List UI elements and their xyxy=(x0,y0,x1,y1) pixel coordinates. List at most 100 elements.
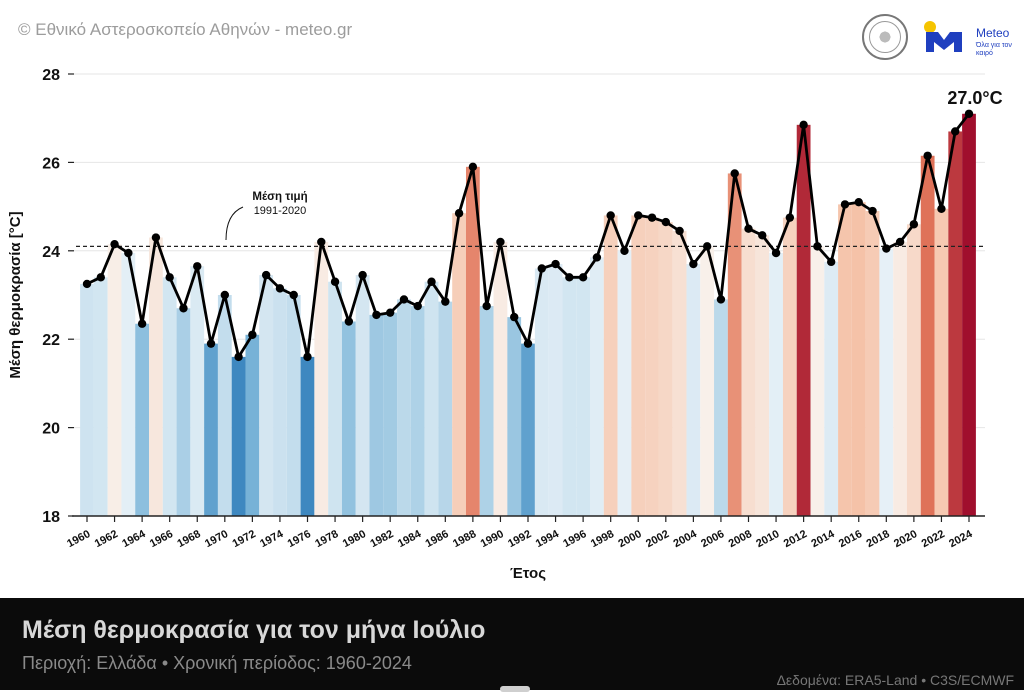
point-1986 xyxy=(441,297,450,306)
point-2012 xyxy=(799,120,808,130)
x-tick-label: 1980 xyxy=(341,528,368,550)
x-tick-label: 1972 xyxy=(231,528,258,550)
point-2023 xyxy=(951,127,960,136)
bar-1971 xyxy=(231,356,246,516)
point-1994 xyxy=(551,259,560,269)
bar-1985 xyxy=(424,281,439,516)
bar-2016 xyxy=(851,202,866,516)
footer-title: Μέση θερμοκρασία για τον μήνα Ιούλιο xyxy=(22,616,486,644)
point-1990 xyxy=(496,237,505,247)
bar-1979 xyxy=(341,321,356,516)
point-2014 xyxy=(826,257,836,267)
y-tick-label: 24 xyxy=(42,244,60,261)
bar-1984 xyxy=(410,306,425,516)
point-1968 xyxy=(193,262,202,271)
point-1967 xyxy=(179,304,188,313)
bar-2004 xyxy=(686,264,701,516)
point-2000 xyxy=(634,211,643,220)
x-tick-label: 1998 xyxy=(589,528,616,550)
bar-1989 xyxy=(479,306,494,516)
x-tick-label: 2000 xyxy=(616,528,643,550)
point-1996 xyxy=(578,273,588,282)
x-tick-label: 1974 xyxy=(258,528,286,550)
last-value-label: 27.0°C xyxy=(947,88,1002,108)
bar-2019 xyxy=(893,241,907,516)
scroll-handle[interactable] xyxy=(500,686,530,692)
point-2013 xyxy=(813,242,822,251)
bar-2021 xyxy=(920,155,935,516)
bar-1972 xyxy=(245,334,260,516)
bar-2012 xyxy=(796,124,811,516)
x-tick-label: 2016 xyxy=(837,528,864,550)
x-tick-label: 1962 xyxy=(93,528,120,550)
bar-1970 xyxy=(217,295,232,516)
bar-1987 xyxy=(452,213,466,517)
bars xyxy=(80,113,976,517)
x-tick-label: 1960 xyxy=(65,528,92,550)
bar-1993 xyxy=(534,268,549,516)
point-1995 xyxy=(565,273,574,282)
bar-1975 xyxy=(286,295,301,516)
point-1961 xyxy=(96,273,105,282)
bar-1998 xyxy=(603,215,618,516)
bar-2009 xyxy=(755,235,770,516)
bar-1966 xyxy=(162,277,177,516)
y-axis-label: Μέση θερμοκρασία [°C] xyxy=(7,211,24,378)
y-tick-label: 26 xyxy=(42,155,60,172)
bar-2000 xyxy=(631,215,646,516)
point-1999 xyxy=(620,246,629,255)
x-tick-label: 1986 xyxy=(423,528,450,550)
bar-1980 xyxy=(355,275,370,516)
x-tick-label: 1994 xyxy=(534,528,562,550)
x-tick-label: 2002 xyxy=(644,528,671,550)
bar-2005 xyxy=(700,246,715,516)
bar-2007 xyxy=(727,173,742,516)
bar-2020 xyxy=(906,224,921,516)
bar-1986 xyxy=(438,301,453,516)
bar-1974 xyxy=(273,288,287,516)
point-2020 xyxy=(909,220,919,229)
footer-source: Δεδομένα: ERA5-Land • C3S/ECMWF xyxy=(776,672,1014,688)
x-tick-label: 1982 xyxy=(368,528,395,550)
point-1977 xyxy=(317,237,326,247)
point-1973 xyxy=(261,270,271,280)
point-2019 xyxy=(895,237,905,247)
point-1963 xyxy=(124,248,133,258)
point-2015 xyxy=(840,200,850,209)
bar-1961 xyxy=(93,277,108,516)
x-tick-label: 1990 xyxy=(479,528,506,550)
x-axis-label: Έτος xyxy=(510,565,546,582)
point-1971 xyxy=(234,352,243,362)
x-tick-label: 2008 xyxy=(727,528,754,550)
bar-1999 xyxy=(617,250,632,517)
bar-1978 xyxy=(328,281,342,516)
x-tick-label: 1970 xyxy=(203,528,230,550)
bar-1981 xyxy=(369,314,384,516)
bar-1991 xyxy=(507,317,522,516)
point-2018 xyxy=(882,244,891,253)
point-1976 xyxy=(303,352,312,362)
copyright-text: © Εθνικό Αστεροσκοπείο Αθηνών - meteo.gr xyxy=(18,20,353,39)
point-1960 xyxy=(82,279,92,289)
x-tick-label: 1992 xyxy=(506,528,533,550)
point-1988 xyxy=(468,162,478,172)
footer: Μέση θερμοκρασία για τον μήνα Ιούλιο Περ… xyxy=(0,598,1024,692)
point-1993 xyxy=(537,264,546,273)
bar-1996 xyxy=(576,277,591,516)
reference-period: 1991-2020 xyxy=(254,205,307,217)
point-2003 xyxy=(675,226,684,236)
reference-arrow xyxy=(225,206,244,241)
point-2005 xyxy=(702,242,712,251)
bar-1960 xyxy=(80,283,94,516)
reference-label: Μέση τιμή xyxy=(252,191,307,203)
x-tick-label: 1978 xyxy=(313,528,340,550)
bar-2018 xyxy=(879,248,894,516)
bar-2003 xyxy=(672,230,687,516)
point-1981 xyxy=(372,310,381,320)
bar-2013 xyxy=(810,246,825,516)
point-2017 xyxy=(868,206,877,216)
observatory-seal-logo xyxy=(862,14,908,60)
bar-1997 xyxy=(590,257,604,516)
reference-annotation: Μέση τιμή 1991-2020 xyxy=(225,191,308,241)
